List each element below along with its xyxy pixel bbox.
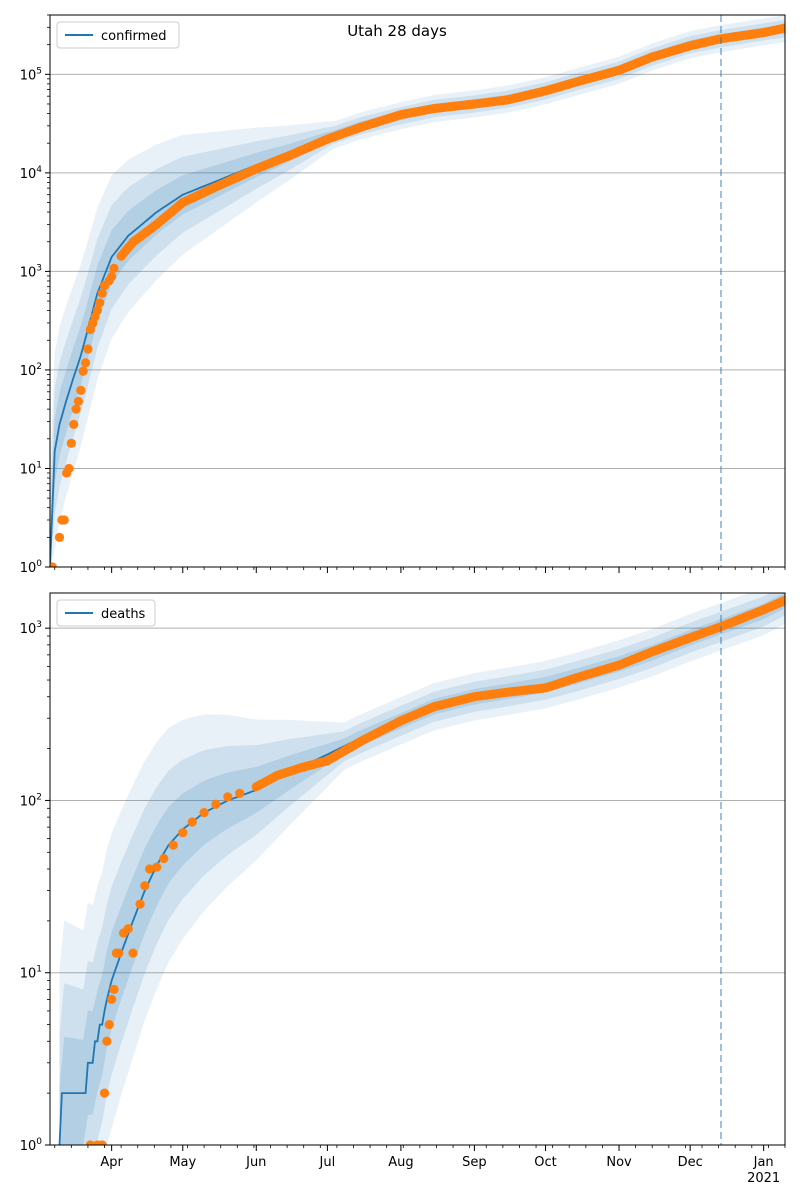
observed-point <box>92 305 103 315</box>
observed-point <box>99 1088 110 1098</box>
observed-point <box>780 23 785 33</box>
observed-point <box>102 1036 112 1046</box>
observed-point <box>85 1140 95 1145</box>
legend-box <box>56 599 156 627</box>
x-tick-label: Apr <box>100 1155 123 1170</box>
observed-point <box>50 562 57 567</box>
observed-point <box>114 948 124 958</box>
observed-point <box>187 817 197 827</box>
legend: deaths <box>56 599 156 627</box>
legend-box <box>56 21 180 49</box>
deaths-panel: 100 101 102 103 Apr May Jun Jul Aug Sep Oct Nov Dec J… <box>20 592 786 1186</box>
observed-point <box>211 799 221 809</box>
legend: confirmed <box>56 21 180 49</box>
observed-point <box>66 438 76 448</box>
x-tick-label: Sep <box>462 1155 487 1170</box>
chart-title: Utah 28 days <box>347 22 447 40</box>
x-tick-label: Jan <box>753 1155 774 1170</box>
confirmed-panel: 100 101 102 103 104 105 confirmed <box>20 14 786 576</box>
uncertainty-band <box>59 593 785 1145</box>
observed-point <box>144 864 155 874</box>
x-year-label: 2021 <box>747 1171 780 1186</box>
uncertainty-band <box>50 24 785 567</box>
x-tick-label: Oct <box>534 1155 556 1170</box>
x-tick-label: Jul <box>319 1155 336 1170</box>
observed-point <box>54 532 65 542</box>
observed-point <box>107 994 117 1005</box>
observed-point <box>59 515 69 525</box>
observed-point <box>73 396 84 406</box>
plot-area <box>50 15 785 567</box>
observed-point <box>780 595 785 605</box>
observed-point <box>83 344 93 354</box>
observed-point <box>152 862 162 872</box>
plot-area <box>58 593 785 1145</box>
y-tick-label: 101 <box>20 460 42 477</box>
observed-point <box>168 840 178 850</box>
y-tick-label: 102 <box>20 362 42 379</box>
observed-point <box>223 792 233 802</box>
y-tick-label: 102 <box>20 792 42 809</box>
x-tick-label: Nov <box>606 1155 632 1170</box>
uncertainty-band <box>50 20 785 567</box>
observed-point <box>135 899 145 909</box>
legend-label: deaths <box>101 607 146 622</box>
uncertainty-band <box>50 15 785 567</box>
observed-point <box>76 385 86 395</box>
observed-point <box>235 788 245 798</box>
observed-point <box>109 263 119 273</box>
uncertainty-band <box>59 593 785 1145</box>
observed-point <box>140 881 150 891</box>
observed-point <box>78 366 88 376</box>
y-tick-label: 103 <box>20 620 42 637</box>
observed-point <box>95 298 105 308</box>
observed-point <box>109 984 119 995</box>
x-tick-label: Jun <box>245 1155 266 1170</box>
observed-point <box>64 463 74 474</box>
legend-label: confirmed <box>101 29 167 44</box>
x-tick-label: May <box>169 1155 196 1170</box>
y-tick-label: 100 <box>20 1137 43 1154</box>
observed-point <box>178 828 188 838</box>
y-tick-label: 101 <box>20 965 42 982</box>
uncertainty-band <box>59 593 785 1145</box>
y-tick-label: 103 <box>20 263 42 280</box>
observed-point <box>97 1140 107 1145</box>
observed-point <box>71 404 81 414</box>
observed-point <box>80 358 91 368</box>
observed-point <box>199 808 209 818</box>
observed-point <box>123 924 133 934</box>
observed-point <box>69 419 79 430</box>
x-tick-label: Aug <box>388 1155 413 1170</box>
observed-point <box>128 948 138 958</box>
y-tick-label: 100 <box>20 559 43 576</box>
observed-point <box>159 853 169 864</box>
x-tick-label: Dec <box>678 1155 703 1170</box>
y-tick-label: 105 <box>20 66 42 83</box>
y-tick-label: 104 <box>20 165 43 182</box>
observed-point <box>107 271 117 282</box>
axes-frame <box>49 14 786 568</box>
observed-point <box>104 1019 114 1030</box>
observed-point <box>97 288 107 298</box>
